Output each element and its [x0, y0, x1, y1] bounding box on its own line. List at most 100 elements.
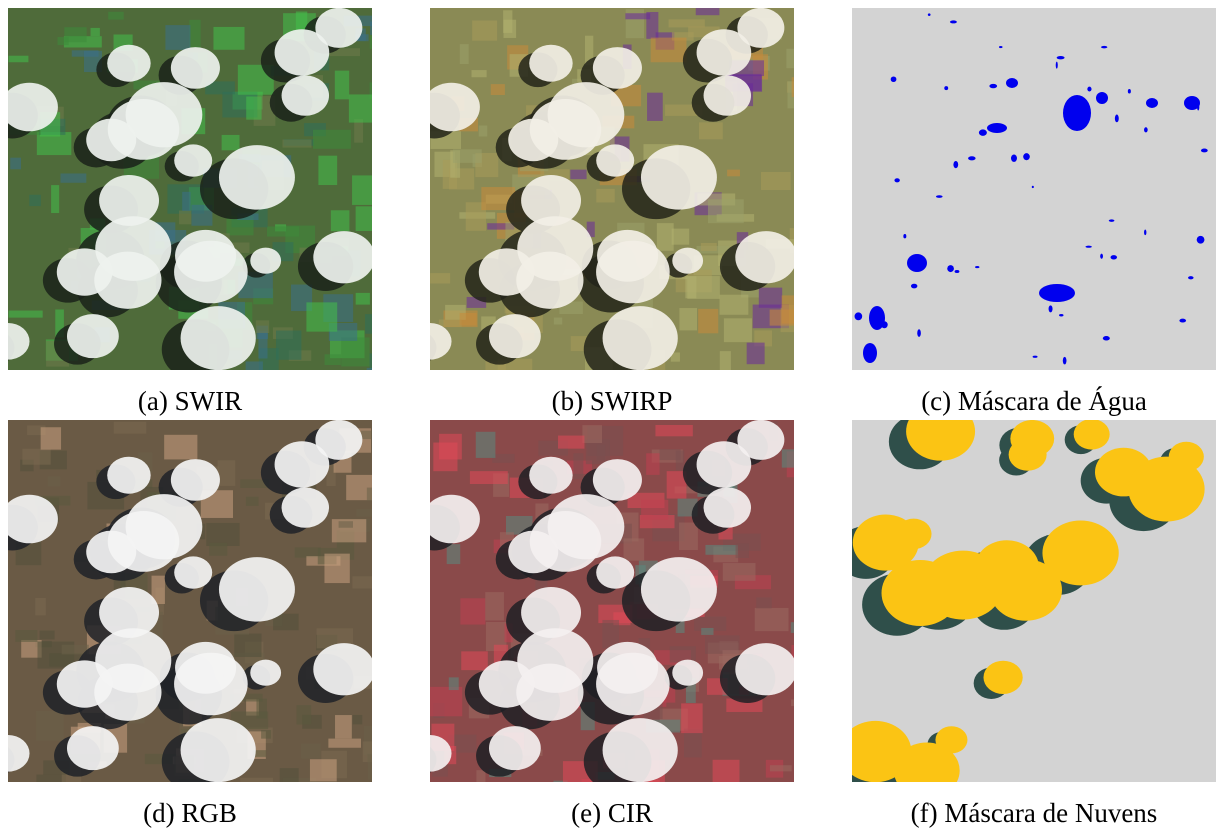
field [352, 576, 372, 588]
field [331, 210, 350, 231]
cloud [250, 248, 281, 274]
cloud [596, 241, 670, 304]
field [165, 25, 190, 50]
field [246, 361, 263, 370]
field [596, 189, 614, 203]
cloud [704, 487, 751, 527]
field [256, 320, 269, 333]
water [917, 329, 921, 337]
field [782, 449, 794, 467]
cloud [67, 314, 119, 358]
cloud [174, 241, 248, 304]
field [349, 94, 372, 122]
field [503, 10, 512, 33]
field [164, 435, 197, 460]
field [189, 20, 200, 48]
cloud [181, 306, 256, 370]
field [699, 122, 723, 139]
field [267, 226, 299, 236]
field [720, 295, 749, 315]
background [852, 8, 1216, 370]
cloud [95, 628, 171, 693]
cloud [171, 47, 220, 89]
field [470, 471, 508, 484]
cloud [174, 653, 248, 716]
cloud [603, 306, 678, 370]
water [1115, 115, 1119, 123]
cloud [641, 557, 717, 622]
field [586, 440, 610, 465]
cloud [99, 175, 159, 226]
field [698, 309, 718, 333]
cloud [735, 643, 794, 695]
field [301, 743, 321, 758]
cloud-mask [1010, 420, 1054, 457]
field [296, 705, 311, 724]
cloud [219, 145, 295, 210]
water [953, 161, 958, 168]
cloud [672, 660, 703, 686]
field [657, 223, 674, 251]
field [460, 313, 477, 326]
water [1201, 149, 1208, 153]
panel: (b) SWIRP [430, 8, 794, 416]
water [911, 284, 917, 289]
field [485, 592, 504, 620]
field [41, 427, 61, 449]
cloud [107, 457, 150, 494]
water [955, 270, 960, 273]
water [1085, 246, 1091, 248]
cloud [313, 643, 372, 695]
field [313, 130, 351, 149]
field [471, 70, 486, 77]
field [356, 509, 372, 517]
cloud [95, 216, 171, 281]
water [1032, 186, 1034, 188]
image-swirp [430, 8, 794, 370]
field [64, 27, 86, 42]
cloud [174, 144, 212, 176]
water [863, 343, 877, 363]
field [720, 351, 731, 370]
water [993, 124, 998, 128]
field [29, 195, 41, 206]
field [727, 170, 740, 177]
cloud [521, 587, 581, 638]
field [367, 368, 372, 370]
field [791, 622, 794, 633]
field [179, 211, 191, 225]
cloud [99, 587, 159, 638]
image-swir [8, 8, 372, 370]
field [36, 711, 63, 741]
field [472, 20, 497, 40]
field [708, 199, 744, 223]
field [701, 243, 717, 251]
field [370, 35, 372, 49]
cloud [174, 556, 212, 588]
field [791, 699, 794, 706]
cloud [508, 119, 558, 162]
field [335, 71, 349, 100]
panel: (e) CIR [430, 420, 794, 828]
field [747, 343, 765, 365]
field [705, 545, 737, 555]
field [356, 206, 372, 231]
panel: (f) Máscara de Nuvens [852, 420, 1216, 828]
water [936, 195, 943, 198]
field [261, 730, 271, 739]
field [696, 8, 720, 15]
field [449, 677, 459, 690]
cloud-mask [853, 515, 919, 571]
field [356, 293, 370, 305]
water [855, 312, 863, 320]
water [968, 156, 976, 160]
field [681, 703, 702, 733]
water [1023, 153, 1030, 160]
water [987, 123, 1007, 133]
water [1146, 98, 1158, 108]
cloud [126, 82, 203, 147]
cloud [737, 420, 784, 460]
water [1039, 284, 1075, 302]
field [701, 628, 713, 635]
field [306, 302, 337, 331]
